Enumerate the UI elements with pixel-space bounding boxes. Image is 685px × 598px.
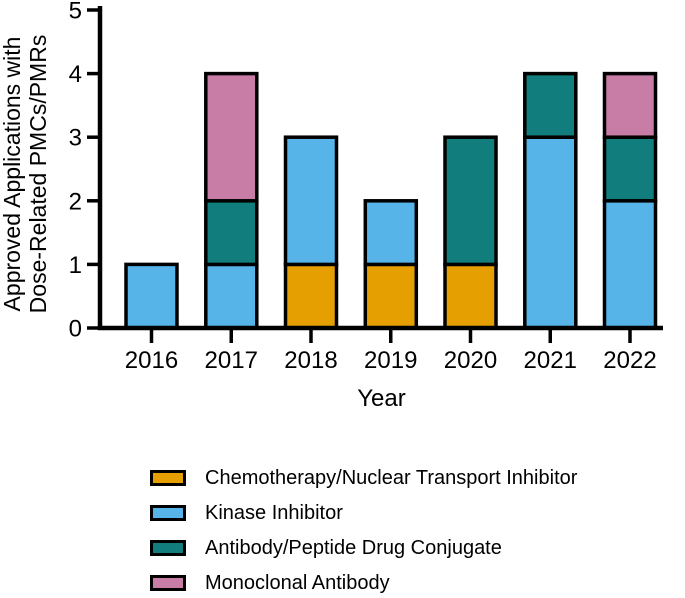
legend-label: Kinase Inhibitor (205, 501, 343, 524)
legend-item-kinase-inhibitor: Kinase Inhibitor (150, 495, 577, 530)
bar-segment-2020 (443, 135, 498, 267)
y-tick-label: 5 (69, 0, 82, 25)
y-tick-label: 1 (69, 252, 82, 279)
bar-segment-2019 (363, 262, 419, 330)
chart-plot-area: 0 1 2 3 4 5 2016 2017 2018 2019 2020 2021 2022 Year Ap… (0, 0, 663, 412)
bar-segment-2017 (204, 262, 259, 330)
y-tick-label: 3 (69, 125, 82, 152)
legend-swatch-adc-icon (150, 539, 186, 556)
x-tick-label: 2018 (284, 347, 337, 374)
bar-segment-2021 (523, 135, 578, 330)
x-tick-label: 2019 (364, 347, 417, 374)
x-tick-label: 2016 (125, 347, 178, 374)
y-tick-label: 2 (69, 188, 82, 215)
bar-segment-2022 (602, 199, 658, 330)
x-tick-label: 2022 (603, 347, 656, 374)
y-tick-label: 0 (69, 316, 82, 343)
y-axis-title-line1: Approved Applications with (0, 37, 25, 312)
bar-segment-2022 (602, 71, 658, 139)
legend-label: Chemotherapy/Nuclear Transport Inhibitor (205, 466, 578, 489)
bar-segment-2022 (602, 135, 658, 203)
y-tick-label: 4 (69, 61, 82, 88)
bar-segment-2019 (363, 199, 419, 267)
legend-item-monoclonal-antibody: Monoclonal Antibody (150, 565, 577, 598)
bar-segment-2017 (204, 199, 259, 267)
bar-segment-2018 (283, 262, 339, 330)
legend-label: Antibody/Peptide Drug Conjugate (205, 536, 502, 559)
bar-segment-2016 (124, 262, 179, 330)
legend: Chemotherapy/Nuclear Transport Inhibitor… (150, 460, 577, 598)
x-axis-title: Year (357, 385, 406, 412)
legend-swatch-kinase-icon (150, 504, 186, 521)
legend-swatch-mab-icon (150, 574, 186, 591)
y-axis-title-line2: Dose-Related PMCs/PMRs (25, 35, 51, 314)
bar-segment-2020 (443, 262, 498, 330)
legend-item-chemotherapy-nuclear-transport-inhibitor: Chemotherapy/Nuclear Transport Inhibitor (150, 460, 577, 495)
bar-segment-2021 (523, 71, 578, 139)
bar-segment-2017 (204, 71, 259, 203)
bar-segment-2018 (283, 135, 339, 267)
legend-item-antibody-peptide-drug-conjugate: Antibody/Peptide Drug Conjugate (150, 530, 577, 565)
legend-label: Monoclonal Antibody (205, 571, 390, 594)
x-tick-label: 2017 (205, 347, 258, 374)
legend-swatch-chemotherapy-icon (150, 469, 186, 486)
x-tick-label: 2020 (444, 347, 497, 374)
x-tick-label: 2021 (524, 347, 577, 374)
